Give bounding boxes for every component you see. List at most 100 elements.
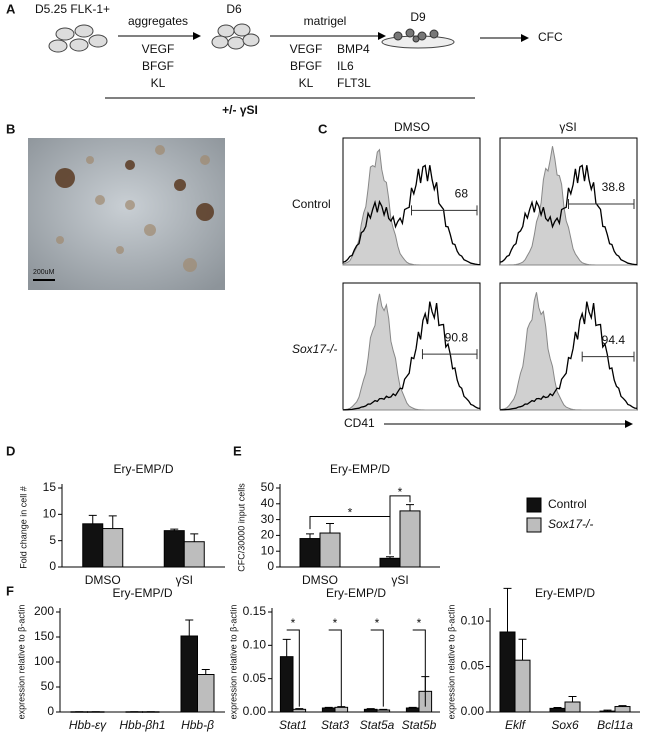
x-tick-label: Bcl11a [597, 718, 633, 732]
bar [514, 659, 531, 713]
cd41-histogram [499, 164, 638, 266]
stage-label: D5.25 FLK-1+ [35, 2, 110, 16]
y-tick-label: 0.00 [461, 704, 485, 718]
cd41-histogram [499, 301, 638, 411]
factor: BFGF [142, 59, 174, 73]
x-tick-label: Hbb-β [181, 718, 214, 732]
y-tick-label: 0.15 [243, 604, 267, 618]
x-tick-label: Stat5a [360, 718, 395, 732]
x-tick-label: Hbb-εγ [69, 718, 107, 732]
isotype-histogram [499, 292, 637, 411]
x-tick-label: DMSO [302, 573, 338, 587]
bar [142, 711, 160, 713]
scale-bar-label: 200uM [33, 269, 55, 276]
chart-title: Ery-EMP/D [330, 462, 390, 476]
error-bar [306, 533, 314, 539]
factor: IL6 [337, 59, 354, 73]
y-tick-label: 0 [47, 704, 54, 718]
axis-label: CD41 [344, 416, 375, 430]
treatment-label: +/- γSI [222, 103, 258, 117]
cd41-histogram [342, 164, 481, 266]
bar [334, 706, 349, 713]
y-axis-label: expression relative to β-actin [16, 605, 26, 720]
significance-bracket [412, 629, 426, 707]
bar [292, 708, 307, 713]
significance-star: * [348, 505, 353, 519]
y-tick-label: 30 [261, 512, 275, 526]
y-tick-label: 0.00 [243, 704, 267, 718]
significance-star: * [291, 616, 296, 630]
error-bar [503, 587, 512, 632]
significance-star: * [398, 485, 403, 499]
y-tick-label: 10 [43, 507, 57, 521]
bar [125, 711, 143, 713]
bar [197, 674, 215, 713]
bar [376, 709, 391, 713]
bar [499, 631, 516, 713]
bar [163, 530, 185, 568]
factor: KL [151, 76, 166, 90]
stage-label: D9 [410, 10, 426, 24]
legend-label: Control [548, 497, 587, 511]
factor: FLT3L [337, 76, 371, 90]
bar [102, 528, 124, 568]
isotype-histogram [342, 293, 480, 411]
bar [564, 701, 581, 713]
error-bar [518, 638, 527, 661]
error-bar [406, 504, 414, 511]
protocol-diagram: D5.25 FLK-1+ aggregates VEGF BFGF KL D6 … [35, 2, 563, 117]
bar [87, 711, 105, 713]
gate-value: 68 [455, 187, 469, 201]
gate [568, 199, 635, 210]
significance-bracket [389, 495, 411, 555]
y-tick-label: 0.10 [243, 638, 267, 652]
y-tick-label: 10 [261, 543, 275, 557]
y-tick-label: 20 [261, 528, 275, 542]
y-axis-label: expression relative to β-actin [228, 605, 238, 720]
y-tick-label: 200 [34, 604, 54, 618]
gate [421, 349, 478, 360]
y-tick-label: 15 [43, 480, 57, 494]
chart-title: Ery-EMP/D [535, 586, 595, 600]
error-bar [326, 523, 334, 534]
error-bar [201, 669, 210, 675]
gate [581, 351, 635, 362]
stage-label: D6 [226, 2, 242, 16]
y-tick-label: 0.05 [243, 671, 267, 685]
x-tick-label: Eklf [505, 718, 527, 732]
y-tick-label: 150 [34, 629, 54, 643]
bar [183, 541, 205, 568]
bar [379, 557, 401, 568]
panel-label: D [6, 443, 15, 458]
error-bar [88, 514, 97, 524]
bar [299, 538, 321, 568]
y-tick-label: 100 [34, 654, 54, 668]
axis [271, 608, 440, 713]
x-tick-label: Stat3 [321, 718, 349, 732]
factor: VEGF [142, 42, 175, 56]
gate [411, 205, 478, 216]
significance-star: * [375, 616, 380, 630]
bar [363, 708, 378, 713]
isotype-histogram [342, 148, 480, 266]
y-tick-label: 0 [267, 559, 274, 573]
row-label: Control [292, 197, 331, 211]
column-label: γSI [559, 120, 576, 134]
row-label: Sox17-/- [292, 342, 337, 356]
bar [70, 711, 88, 713]
x-tick-label: DMSO [85, 573, 121, 587]
column-label: DMSO [394, 120, 430, 134]
error-bar [282, 638, 291, 657]
factor: BMP4 [337, 42, 370, 56]
significance-star: * [333, 616, 338, 630]
x-tick-label: Hbb-βh1 [119, 718, 165, 732]
micrograph: 200uM [28, 138, 225, 290]
step-label: matrigel [304, 14, 347, 28]
chart-title: Ery-EMP/D [326, 586, 386, 600]
error-bar [185, 619, 194, 636]
flow-panel: DMSO γSI Control Sox17-/- CD41 68 38.8 90.… [292, 120, 638, 430]
stage-label: CFC [538, 30, 563, 44]
y-tick-label: 0.05 [461, 659, 485, 673]
factor: BFGF [290, 59, 322, 73]
